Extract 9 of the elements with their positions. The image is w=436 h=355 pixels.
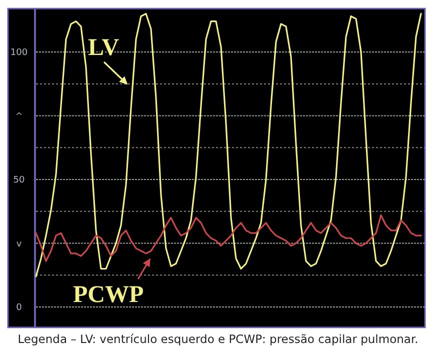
legend-label: PCWP xyxy=(73,282,144,308)
y-tick-label: 100 xyxy=(10,48,28,58)
y-tick-label: ^ xyxy=(15,112,23,122)
y-tick-label: 50 xyxy=(13,176,25,186)
y-tick-label: v xyxy=(16,239,22,250)
y-tick-label: 0 xyxy=(16,303,22,314)
line-series xyxy=(35,12,422,278)
text: Legenda – LV: ventrículo esquerdo e PCWP: pressão capilar pulmonar. xyxy=(18,332,418,346)
line-series xyxy=(35,214,422,262)
